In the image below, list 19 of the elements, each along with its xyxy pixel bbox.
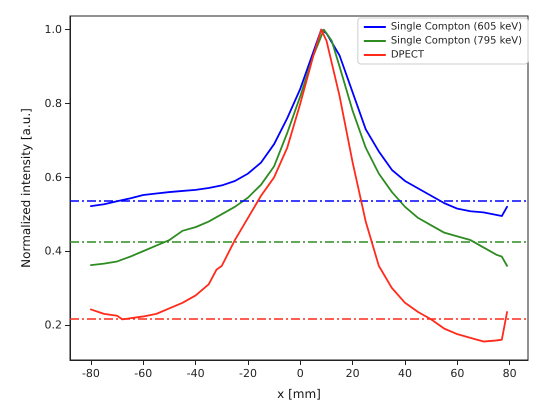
x-tick-label: 40 <box>398 367 412 380</box>
x-tick-label: 60 <box>450 367 464 380</box>
y-tick-label: 0.4 <box>44 244 62 258</box>
y-tick-label: 0.6 <box>44 170 62 184</box>
x-tick-label: 20 <box>346 367 360 380</box>
y-tick-label: 0.2 <box>44 318 62 332</box>
y-axis-title: Normalized intensity [a.u.] <box>19 108 33 268</box>
x-tick-label: -20 <box>238 367 257 380</box>
x-tick-label: -60 <box>134 367 152 380</box>
x-tick-label: -40 <box>186 367 205 380</box>
legend-label: Single Compton (605 keV) <box>390 22 522 32</box>
y-tick-label: 1.0 <box>44 23 62 36</box>
y-tick-label: 0.8 <box>44 96 62 110</box>
legend-label: DPECT <box>390 50 425 60</box>
legend-label: Single Compton (795 keV) <box>390 36 522 46</box>
x-tick-label: -80 <box>82 367 100 380</box>
x-axis-title: x [mm] <box>277 387 321 401</box>
x-tick-label: 80 <box>502 367 517 380</box>
x-tick-label: 0 <box>296 367 304 380</box>
